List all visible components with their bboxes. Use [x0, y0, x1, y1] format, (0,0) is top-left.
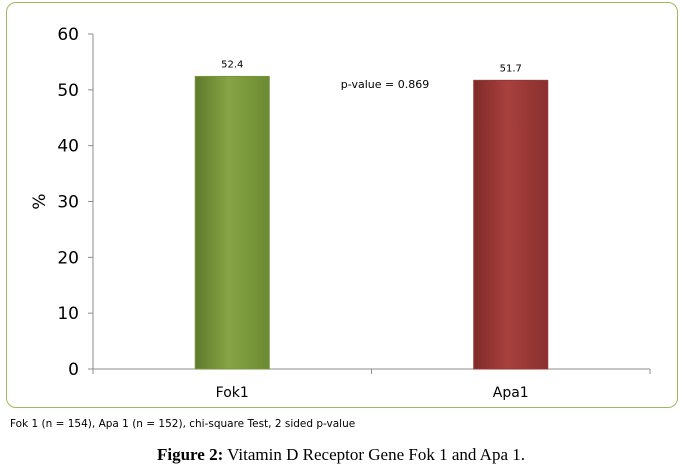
y-tick-label: 40: [57, 137, 79, 157]
bar-apa1: [473, 79, 549, 370]
data-label-fok1: 52.4: [221, 59, 243, 70]
chart-frame: [6, 2, 678, 408]
bar-chart: 0 10 20 30 40 50 60% 52.4 Fok1 51.7 Apa1 p-value = …: [30, 25, 651, 401]
footnote: Fok 1 (n = 154), Apa 1 (n = 152), chi-sq…: [10, 418, 356, 430]
data-label-apa1: 51.7: [500, 63, 522, 74]
y-tick-label: 10: [57, 304, 79, 324]
y-tick-label: 0: [68, 360, 79, 380]
bar-fok1: [194, 75, 270, 370]
figure-caption: Figure 2: Vitamin D Receptor Gene Fok 1 …: [0, 445, 682, 465]
caption-text: Vitamin D Receptor Gene Fok 1 and Apa 1.: [223, 445, 526, 464]
caption-label: Figure 2:: [156, 445, 224, 464]
category-label-fok1: Fok1: [216, 385, 249, 401]
y-tick-label: 50: [57, 81, 79, 101]
y-tick-label: 30: [57, 193, 79, 213]
category-label-apa1: Apa1: [493, 385, 529, 401]
y-tick-label: 60: [57, 25, 79, 45]
p-value-annotation: p-value = 0.869: [341, 78, 429, 91]
y-axis-label: %: [30, 193, 50, 209]
y-tick-label: 20: [57, 248, 79, 268]
